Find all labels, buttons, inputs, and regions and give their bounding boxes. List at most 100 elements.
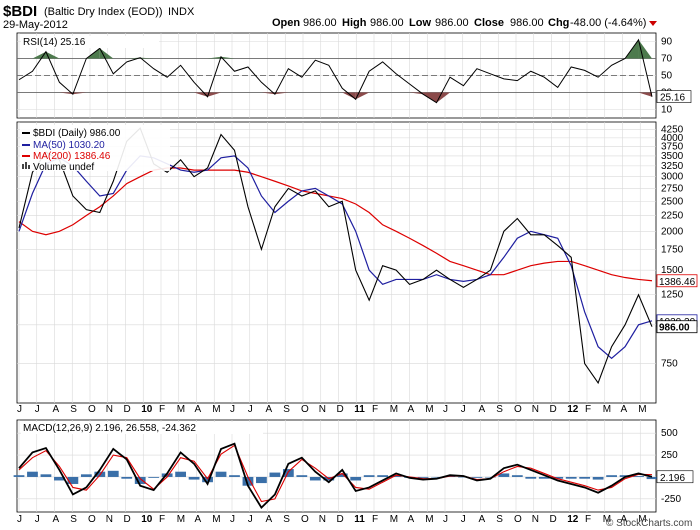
macd-histogram-bar <box>431 476 442 478</box>
rsi-tick-label: 70 <box>661 54 673 65</box>
symbol-title: $BDI <box>3 3 37 20</box>
rsi-oversold-fill <box>59 92 73 95</box>
macd-histogram-bar <box>646 476 658 480</box>
x-tick-label: S <box>70 514 77 525</box>
x-tick-label: M <box>603 514 611 525</box>
macd-histogram-bar <box>633 476 644 477</box>
price-tick-label: 1250 <box>661 290 684 301</box>
rsi-overbought-fill <box>140 57 154 59</box>
macd-tick-label: 250 <box>661 450 678 461</box>
macd-histogram-bar <box>80 474 92 477</box>
x-tick-label: S <box>70 404 77 415</box>
x-tick-label: F <box>372 404 378 415</box>
rsi-legend-label: RSI(14) 25.16 <box>23 37 86 48</box>
x-tick-label: A <box>621 514 628 525</box>
rsi-oversold-fill <box>409 92 424 95</box>
macd-histogram-bar <box>552 476 564 479</box>
x-tick-label: N <box>532 404 539 415</box>
legend-price-label: $BDI (Daily) 986.00 <box>33 128 121 139</box>
x-tick-label: 11 <box>354 404 365 415</box>
price-tick-label: 4250 <box>661 125 684 136</box>
macd-histogram-bar <box>592 476 604 480</box>
x-tick-label: A <box>408 404 415 415</box>
price-legend: $BDI (Daily) 986.00 MA(50) 1030.20 MA(20… <box>20 125 170 173</box>
rsi-oversold-fill <box>72 92 87 95</box>
x-tick-label: O <box>514 404 522 415</box>
x-tick-label: J <box>17 514 22 525</box>
macd-histogram-bar <box>336 473 348 477</box>
price-tick-label: 4000 <box>661 133 684 144</box>
x-tick-label: A <box>266 404 273 415</box>
rsi-overbought-fill <box>207 56 222 59</box>
x-tick-label: J <box>461 514 466 525</box>
macd-histogram-bar <box>471 476 483 478</box>
macd-histogram-bar <box>242 476 254 486</box>
rsi-oversold-fill <box>261 92 275 95</box>
macd-last-value-tag <box>656 470 694 484</box>
open-label: Open <box>272 17 300 29</box>
macd-histogram-bar <box>309 476 321 481</box>
x-tick-label: M <box>212 514 220 525</box>
macd-tick-label: 500 <box>661 428 678 439</box>
macd-histogram-bar <box>188 476 200 480</box>
x-tick-label: A <box>266 514 273 525</box>
macd-histogram-bar <box>282 469 294 477</box>
x-tick-label: J <box>35 514 40 525</box>
macd-histogram-bar <box>54 476 65 481</box>
macd-histogram-bar <box>606 475 617 477</box>
macd-legend: MACD(12,26,9) 2.196, 26.558, -24.362 <box>21 422 263 434</box>
rsi-overbought-fill <box>99 48 114 59</box>
rsi-oversold-fill <box>342 92 356 100</box>
x-tick-label: F <box>159 404 165 415</box>
x-tick-label: A <box>621 404 628 415</box>
rsi-oversold-fill <box>274 92 289 95</box>
x-tick-label: S <box>283 514 290 525</box>
x-tick-label: J <box>248 404 253 415</box>
x-tick-label: D <box>550 404 557 415</box>
x-tick-label: J <box>35 404 40 415</box>
price-tick-label: 2500 <box>661 196 684 207</box>
x-tick-label: O <box>88 514 96 525</box>
rsi-oversold-fill <box>207 92 222 97</box>
price-last-tag-box <box>656 320 698 334</box>
x-tick-label: A <box>195 514 202 525</box>
macd-histogram-bar <box>134 476 146 484</box>
x-tick-label: A <box>479 404 486 415</box>
price-tick-label: 3500 <box>661 151 684 162</box>
high-value: 986.00 <box>370 17 404 29</box>
macd-histogram-bar <box>525 476 537 479</box>
x-tick-label: D <box>337 404 344 415</box>
x-tick-label: N <box>106 514 113 525</box>
x-tick-label: D <box>124 404 131 415</box>
x-tick-label: J <box>461 404 466 415</box>
x-tick-label: D <box>337 514 344 525</box>
x-tick-label: 12 <box>567 404 579 415</box>
price-tick-label: 2750 <box>661 183 684 194</box>
x-tick-label: 10 <box>141 404 153 415</box>
macd-histogram-bar <box>229 475 240 477</box>
macd-histogram-bar <box>458 476 469 478</box>
macd-histogram-bar <box>215 471 227 477</box>
macd-histogram-bar <box>121 476 133 479</box>
x-tick-label: M <box>638 404 646 415</box>
x-tick-label: A <box>479 514 486 525</box>
macd-tick-label: -250 <box>661 494 681 505</box>
x-tick-label: J <box>443 404 448 415</box>
macd-histogram-bar <box>579 476 591 479</box>
x-tick-label: A <box>53 514 60 525</box>
price-last-tag-text: 986.00 <box>659 323 690 334</box>
macd-histogram-bar <box>256 476 267 484</box>
x-tick-label: J <box>248 514 253 525</box>
ma50-line <box>18 155 653 360</box>
x-tick-label: M <box>638 514 646 525</box>
macd-histogram-bar <box>498 473 510 477</box>
ma200-last-tag-box <box>656 274 698 288</box>
x-tick-label: D <box>550 514 557 525</box>
rsi-overbought-fill <box>221 56 235 59</box>
macd-panel <box>16 419 657 513</box>
macd-histogram-bar <box>565 476 577 479</box>
x-tick-label: 11 <box>354 514 365 525</box>
price-tick-label: 2250 <box>661 210 684 221</box>
macd-histogram-bar <box>13 475 25 477</box>
x-tick-label: F <box>585 404 591 415</box>
